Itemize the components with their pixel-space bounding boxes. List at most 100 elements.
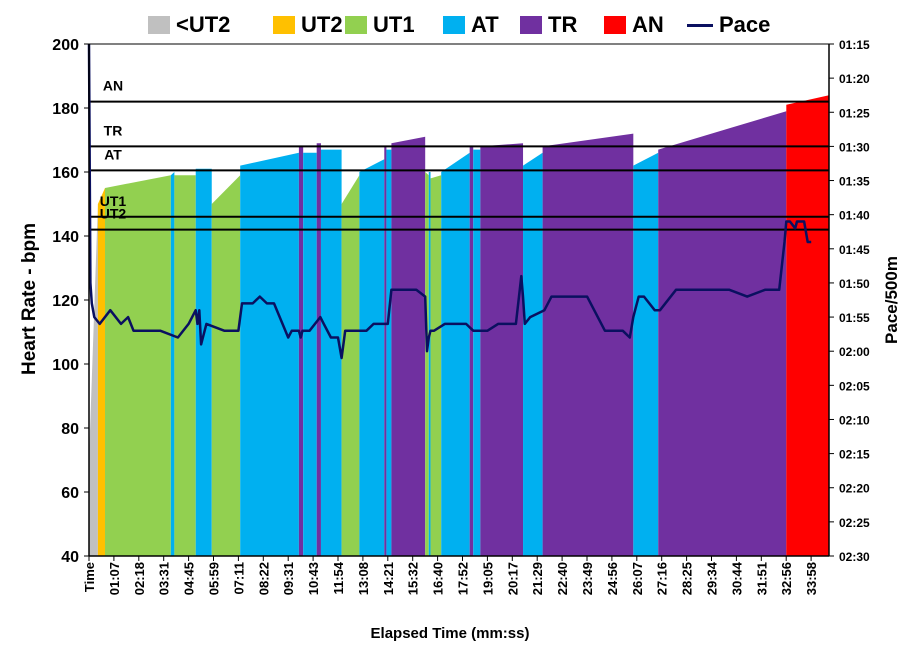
y-tick-label: 80 xyxy=(61,421,79,438)
zone-area-ut1 xyxy=(341,175,360,556)
zone-area-tr xyxy=(298,146,304,556)
legend-swatch xyxy=(443,16,465,34)
x-tick-label: 27:16 xyxy=(655,562,670,595)
legend-item: TR xyxy=(520,10,577,40)
y2-tick-label: 02:10 xyxy=(839,413,870,427)
zone-area-at xyxy=(386,149,392,556)
zone-area-tr xyxy=(384,146,387,556)
y-tick-label: 60 xyxy=(61,485,79,502)
y-tick-label: 120 xyxy=(52,293,79,310)
zone-area-at xyxy=(170,172,175,556)
legend-item: AT xyxy=(443,10,499,40)
zone-area-tr xyxy=(542,133,634,556)
y2-tick-label: 02:15 xyxy=(839,448,870,462)
legend-item: <UT2 xyxy=(148,10,230,40)
x-tick-label: 17:52 xyxy=(456,562,471,595)
legend-item: UT1 xyxy=(345,10,415,40)
y2-tick-label: 02:20 xyxy=(839,482,870,496)
legend-label: AT xyxy=(471,12,499,37)
threshold-label-at: AT xyxy=(104,146,122,162)
zone-area-at xyxy=(195,168,212,557)
zone-area-below-ut2 xyxy=(89,204,98,556)
threshold-label-tr: TR xyxy=(104,122,123,138)
zone-area-at xyxy=(240,152,299,557)
legend-item: AN xyxy=(604,10,664,40)
legend-label: Pace xyxy=(719,12,771,37)
zone-area-an xyxy=(786,95,829,556)
y-tick-label: 180 xyxy=(52,101,79,118)
threshold-label-an: AN xyxy=(103,78,123,94)
zone-area-at xyxy=(441,152,470,557)
zone-area-at xyxy=(359,159,385,556)
x-tick-label: 21:29 xyxy=(530,562,545,595)
zone-area-at xyxy=(633,152,659,557)
chart-legend: <UT2 UT2 UT1 AT TR AN Pace xyxy=(0,10,910,40)
zone-area-at xyxy=(303,152,317,557)
y2-tick-label: 02:25 xyxy=(839,516,870,530)
y-tick-label: 140 xyxy=(52,229,79,246)
y2-tick-label: 01:20 xyxy=(839,72,870,86)
y2-tick-label: 01:40 xyxy=(839,209,870,223)
zone-area-tr xyxy=(469,146,474,556)
legend-swatch xyxy=(345,16,367,34)
x-tick-label: 29:34 xyxy=(705,561,720,595)
zone-area-ut1 xyxy=(174,175,196,556)
x-tick-label: 23:49 xyxy=(580,562,595,595)
x-tick-label: 28:25 xyxy=(680,562,695,595)
x-tick-label: 08:22 xyxy=(256,562,271,595)
x-tick-label: 13:08 xyxy=(356,562,371,595)
y2-tick-label: 02:30 xyxy=(839,550,870,564)
zone-area-ut1 xyxy=(105,175,171,556)
x-tick-label: 09:31 xyxy=(281,562,296,595)
heart-rate-zone-areas xyxy=(89,95,829,557)
zone-area-tr xyxy=(316,143,321,556)
legend-swatch xyxy=(520,16,542,34)
x-tick-label: 19:05 xyxy=(480,562,495,595)
y-tick-label: 160 xyxy=(52,165,79,182)
threshold-label-ut1: UT1 xyxy=(100,193,127,209)
pace-line-layer xyxy=(87,43,812,360)
y-tick-label: 200 xyxy=(52,37,79,54)
x-tick-label: 30:44 xyxy=(729,561,744,595)
y2-tick-label: 01:45 xyxy=(839,243,870,257)
legend-swatch xyxy=(604,16,626,34)
y2-tick-label: 02:00 xyxy=(839,345,870,359)
x-tick-label: 10:43 xyxy=(306,562,321,595)
y2-tick-label: 01:50 xyxy=(839,277,870,291)
zone-area-ut1 xyxy=(211,175,241,556)
x-axis-title: Elapsed Time (mm:ss) xyxy=(371,625,530,642)
legend-swatch xyxy=(148,16,170,34)
zone-area-tr xyxy=(658,111,787,556)
x-tick-label: 26:07 xyxy=(630,562,645,595)
x-tick-label: 03:31 xyxy=(157,562,172,595)
x-tick-label: 14:21 xyxy=(381,562,396,595)
x-tick-label: 24:56 xyxy=(605,562,620,595)
x-tick-label: 04:45 xyxy=(182,562,197,595)
x-tick-label: 02:18 xyxy=(132,562,147,595)
x-tick-label: 33:58 xyxy=(804,562,819,595)
legend-label: <UT2 xyxy=(176,12,231,37)
zone-area-ut1 xyxy=(425,172,429,556)
x-tick-label: 20:17 xyxy=(505,562,520,595)
x-tick-label: 07:11 xyxy=(231,562,246,595)
legend-label: UT2 xyxy=(301,12,343,37)
y2-tick-label: 01:55 xyxy=(839,311,870,325)
zone-area-tr xyxy=(480,143,524,556)
y2-tick-label: 01:15 xyxy=(839,38,870,52)
x-tick-label: 32:56 xyxy=(779,562,794,595)
y-tick-label: 40 xyxy=(61,549,79,566)
x-tick-label: Time xyxy=(82,562,97,592)
y2-tick-label: 02:05 xyxy=(839,379,870,393)
x-tick-label: 15:32 xyxy=(406,562,421,595)
x-tick-label: 01:07 xyxy=(107,562,122,595)
y2-axis-title: Pace/500m xyxy=(882,256,901,344)
legend-swatch xyxy=(273,16,295,34)
x-tick-label: 05:59 xyxy=(207,562,222,595)
zone-area-at xyxy=(473,149,481,556)
legend-swatch xyxy=(687,23,713,27)
legend-label: TR xyxy=(548,12,578,37)
zone-area-ut2 xyxy=(97,188,106,556)
y2-tick-label: 01:35 xyxy=(839,175,870,189)
